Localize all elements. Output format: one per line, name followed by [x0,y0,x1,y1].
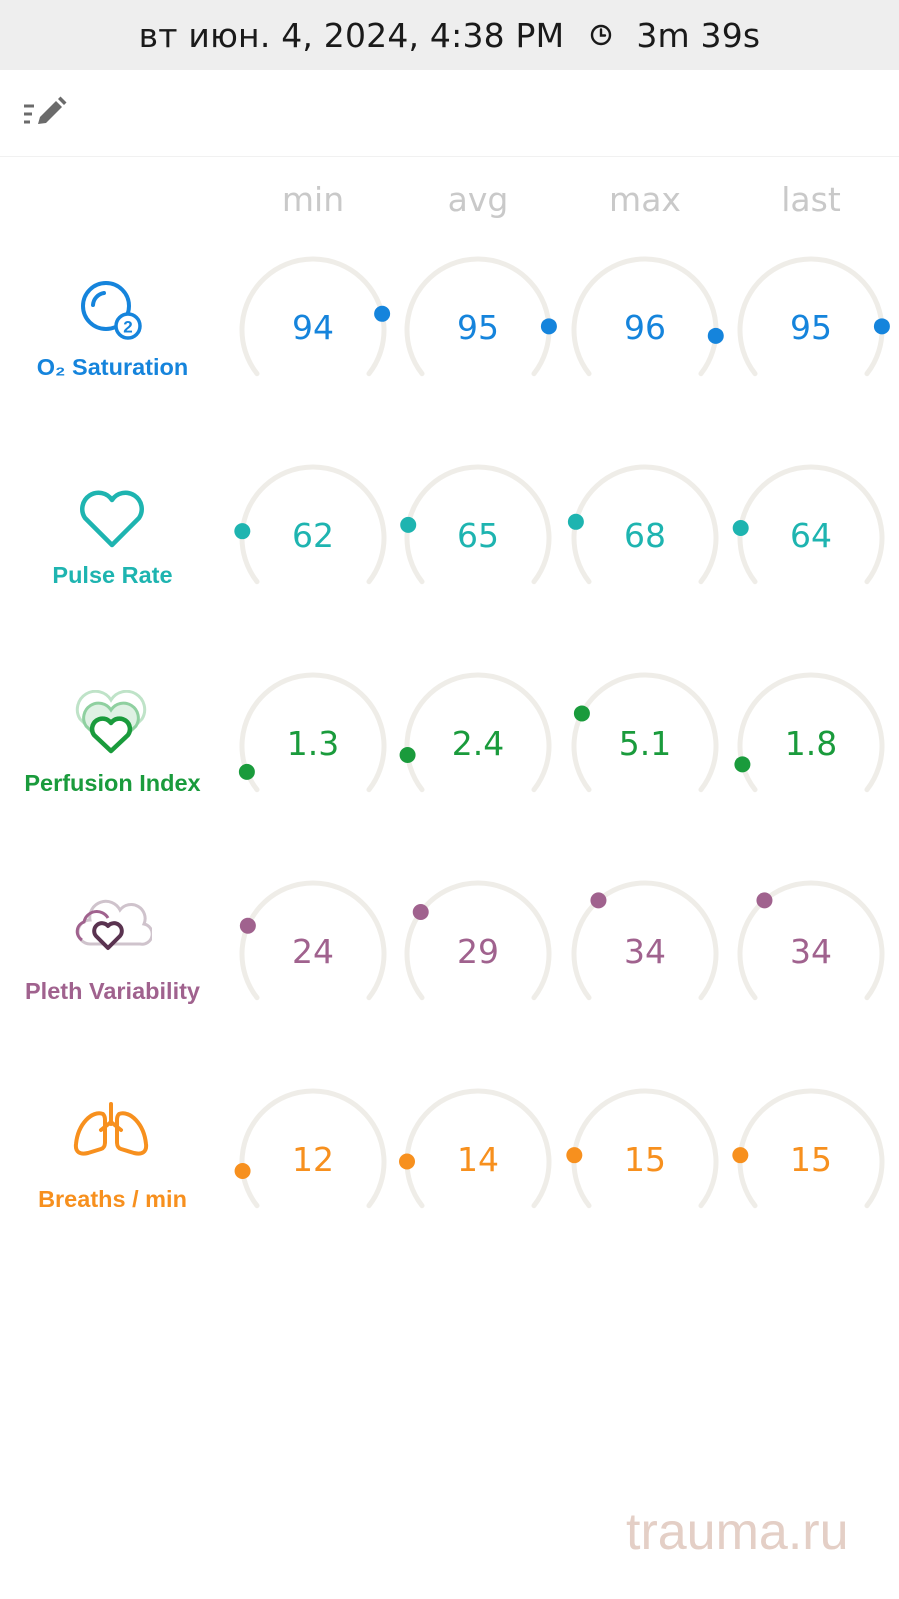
cloud-heart-icon [70,896,154,958]
value-pulse-avg: 65 [457,516,499,555]
value-pulse-min: 62 [292,516,334,555]
gauge-pulse-max [567,464,719,585]
gauge-indicator-dot [873,318,890,335]
gauge-rr-last [732,1088,885,1209]
gauge-pi-last [734,672,885,793]
value-pulse-last: 64 [790,516,832,555]
gauge-indicator-dot [374,305,391,322]
gauge-track [737,464,885,585]
gauge-indicator-dot [732,520,749,537]
gauge-o2-last [737,256,890,377]
gauge-track [404,672,552,793]
gauge-pi-max [571,672,719,793]
gauge-pvi-min [239,880,387,1001]
gauge-track [239,672,387,793]
gauge-track [737,672,885,793]
gauge-pvi-max [571,880,719,1001]
gauge-indicator-dot [239,917,256,934]
status-bar: вт июн. 4, 2024, 4:38 PM 3m 39s [0,0,899,70]
column-header-min: min [281,180,345,219]
session-duration: 3m 39s [636,15,761,55]
gauge-rr-max [566,1088,719,1209]
lungs-icon [70,1100,152,1162]
gauge-o2-min [239,256,391,377]
metric-label-pvi: Pleth Variability [24,978,200,1004]
toolbar [0,70,899,157]
gauge-indicator-dot [234,1162,251,1179]
gauge-indicator-dot [734,756,751,773]
column-header-last: last [781,180,841,219]
edit-list-icon[interactable] [20,96,68,132]
metric-label-pulse: Pulse Rate [52,562,173,588]
gauge-track [404,464,552,585]
gauge-track [239,1088,387,1209]
gauge-track [571,464,719,585]
gauge-indicator-dot [540,318,557,335]
svg-text:2: 2 [123,318,132,337]
value-pvi-max: 34 [624,932,666,971]
gauge-track [571,880,719,1001]
value-pi-avg: 2.4 [451,724,505,763]
gauge-indicator-dot [399,746,416,763]
column-header-avg: avg [447,180,509,219]
gauge-track [239,256,387,377]
gauge-pvi-last [737,880,885,1001]
gauge-rr-min [234,1088,387,1209]
gauge-o2-max [571,256,724,377]
value-pi-min: 1.3 [286,724,340,763]
value-pi-max: 5.1 [618,724,672,763]
gauge-indicator-dot [234,523,251,540]
session-datetime: вт июн. 4, 2024, 4:38 PM [138,15,565,55]
value-o2-max: 96 [624,308,666,347]
gauge-pvi-avg [404,880,552,1001]
gauge-indicator-dot [732,1147,749,1164]
gauge-indicator-dot [567,513,584,530]
value-rr-last: 15 [790,1140,832,1179]
value-o2-avg: 95 [457,308,499,347]
metric-label-o2: O₂ Saturation [36,354,189,380]
value-o2-last: 95 [790,308,832,347]
metric-label-rr: Breaths / min [38,1186,187,1212]
gauge-pulse-last [732,464,885,585]
clock-icon [590,24,612,46]
gauge-track [737,880,885,1001]
gauge-indicator-dot [399,1153,416,1170]
value-o2-min: 94 [292,308,334,347]
gauge-o2-avg [404,256,557,377]
gauge-indicator-dot [590,892,607,909]
watermark: trauma.ru [626,1503,849,1561]
gauge-indicator-dot [400,516,417,533]
gauge-track [571,672,719,793]
oxygen-bubble-icon: 2 [78,278,144,348]
gauge-indicator-dot [238,763,255,780]
column-header-max: max [609,180,681,219]
value-pi-last: 1.8 [784,724,838,763]
heart-icon [77,488,147,554]
value-pulse-max: 68 [624,516,666,555]
gauge-track [404,880,552,1001]
gauge-pi-min [238,672,387,793]
gauge-indicator-dot [707,327,724,344]
gauge-indicator-dot [756,892,773,909]
gauge-pulse-min [234,464,387,585]
value-rr-avg: 14 [457,1140,499,1179]
value-pvi-avg: 29 [457,932,499,971]
gauge-indicator-dot [412,904,429,921]
gauge-track [239,880,387,1001]
gauge-indicator-dot [573,705,590,722]
value-pvi-min: 24 [292,932,334,971]
gauge-indicator-dot [566,1147,583,1164]
value-rr-min: 12 [292,1140,334,1179]
value-pvi-last: 34 [790,932,832,971]
metric-label-pi: Perfusion Index [24,770,201,796]
value-rr-max: 15 [624,1140,666,1179]
gauge-rr-avg [399,1088,552,1209]
gauge-pulse-avg [400,464,552,585]
gauge-pi-avg [399,672,552,793]
layered-heart-icon [74,689,148,760]
